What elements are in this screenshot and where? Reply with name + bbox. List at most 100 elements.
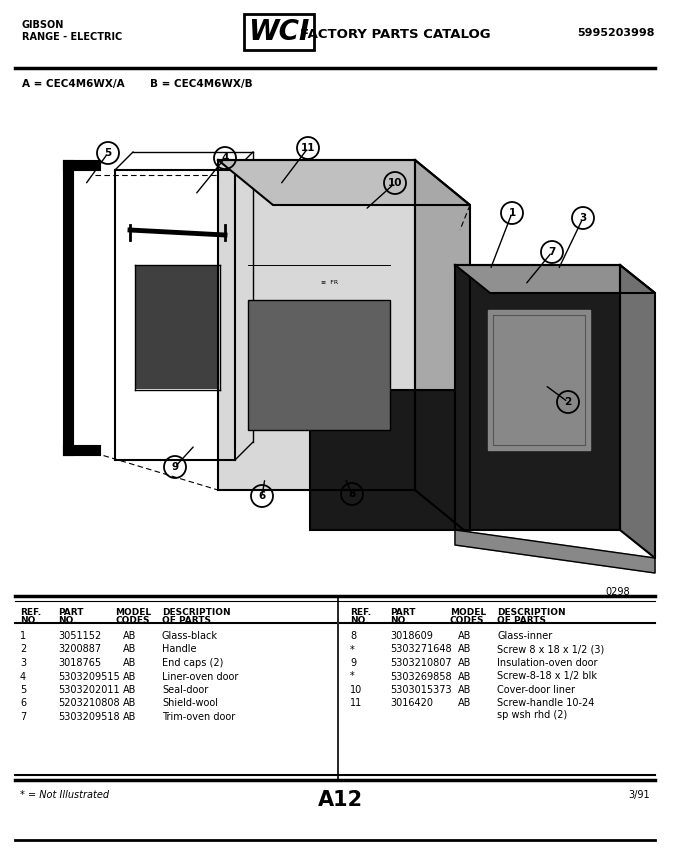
- Text: sp wsh rhd (2): sp wsh rhd (2): [497, 710, 567, 719]
- Text: 10: 10: [350, 685, 362, 695]
- Text: 3018765: 3018765: [58, 658, 101, 668]
- Text: NO.: NO.: [20, 616, 39, 625]
- Text: FACTORY PARTS CATALOG: FACTORY PARTS CATALOG: [300, 28, 491, 41]
- Text: 5303209515: 5303209515: [58, 672, 120, 682]
- Text: 3051152: 3051152: [58, 631, 101, 641]
- Text: Handle: Handle: [162, 644, 197, 655]
- Text: 5303269858: 5303269858: [390, 672, 452, 682]
- Text: Liner-oven door: Liner-oven door: [162, 672, 239, 682]
- Text: 5995203998: 5995203998: [577, 28, 655, 38]
- Text: AB: AB: [123, 712, 137, 722]
- Text: 5203210808: 5203210808: [58, 699, 120, 708]
- Text: 11: 11: [350, 699, 362, 708]
- Bar: [218, 160, 415, 490]
- Text: AB: AB: [458, 685, 471, 695]
- Text: 3016420: 3016420: [390, 699, 433, 708]
- Text: AB: AB: [458, 699, 471, 708]
- Text: 0298: 0298: [605, 587, 630, 597]
- Text: AB: AB: [123, 685, 137, 695]
- Bar: [488, 310, 590, 450]
- Text: Screw-handle 10-24: Screw-handle 10-24: [497, 699, 594, 708]
- Text: 3200887: 3200887: [58, 644, 101, 655]
- Text: MODEL: MODEL: [450, 608, 486, 617]
- Text: 4: 4: [20, 672, 26, 682]
- Text: 5303210807: 5303210807: [390, 658, 452, 668]
- Text: Trim-oven door: Trim-oven door: [162, 712, 235, 722]
- Text: CODES: CODES: [450, 616, 484, 625]
- Text: 5: 5: [20, 685, 27, 695]
- Text: AB: AB: [123, 699, 137, 708]
- Text: A12: A12: [318, 790, 362, 810]
- Text: *: *: [350, 644, 355, 655]
- Text: *: *: [350, 672, 355, 682]
- Text: AB: AB: [123, 672, 137, 682]
- Text: GIBSON: GIBSON: [22, 20, 65, 30]
- Text: OF PARTS: OF PARTS: [162, 616, 211, 625]
- Text: RANGE - ELECTRIC: RANGE - ELECTRIC: [22, 32, 122, 42]
- Text: 5303015373: 5303015373: [390, 685, 452, 695]
- Text: PART: PART: [390, 608, 415, 617]
- Text: 8: 8: [350, 631, 356, 641]
- Text: Glass-black: Glass-black: [162, 631, 218, 641]
- Text: Cover-door liner: Cover-door liner: [497, 685, 575, 695]
- Text: NO.: NO.: [350, 616, 369, 625]
- Text: Screw 8 x 18 x 1/2 (3): Screw 8 x 18 x 1/2 (3): [497, 644, 605, 655]
- Text: CODES: CODES: [115, 616, 150, 625]
- Text: Seal-door: Seal-door: [162, 685, 208, 695]
- Text: PART: PART: [58, 608, 84, 617]
- Bar: [310, 390, 455, 530]
- Text: Insulation-oven door: Insulation-oven door: [497, 658, 598, 668]
- Text: 5303271648: 5303271648: [390, 644, 452, 655]
- Text: MODEL: MODEL: [115, 608, 151, 617]
- Text: AB: AB: [458, 631, 471, 641]
- Text: * = Not Illustrated: * = Not Illustrated: [20, 790, 109, 800]
- Polygon shape: [455, 265, 655, 293]
- Text: 9: 9: [350, 658, 356, 668]
- Bar: [248, 300, 390, 430]
- Text: 3: 3: [579, 213, 587, 223]
- Text: DESCRIPTION: DESCRIPTION: [162, 608, 231, 617]
- Text: REF.: REF.: [350, 608, 371, 617]
- Text: 3/91: 3/91: [628, 790, 650, 800]
- Text: AB: AB: [458, 644, 471, 655]
- Text: Screw-8-18 x 1/2 blk: Screw-8-18 x 1/2 blk: [497, 672, 597, 682]
- Text: 5303209518: 5303209518: [58, 712, 120, 722]
- Text: Shield-wool: Shield-wool: [162, 699, 218, 708]
- Text: 1: 1: [20, 631, 26, 641]
- Text: NO.: NO.: [58, 616, 76, 625]
- Text: 10: 10: [388, 178, 403, 188]
- Text: 3: 3: [20, 658, 26, 668]
- Text: 2: 2: [564, 397, 572, 407]
- Bar: [455, 265, 620, 530]
- Text: AB: AB: [123, 631, 137, 641]
- Bar: [136, 266, 219, 389]
- Text: 7: 7: [20, 712, 27, 722]
- Text: OF PARTS: OF PARTS: [497, 616, 546, 625]
- Polygon shape: [218, 160, 470, 205]
- Text: 6: 6: [258, 491, 266, 501]
- Text: AB: AB: [123, 644, 137, 655]
- Text: NO.: NO.: [390, 616, 409, 625]
- Text: WCI: WCI: [248, 18, 309, 46]
- Text: 9: 9: [171, 462, 179, 472]
- Text: 1: 1: [509, 208, 515, 218]
- Text: A = CEC4M6WX/A: A = CEC4M6WX/A: [22, 79, 124, 89]
- Text: 11: 11: [301, 143, 316, 153]
- Text: End caps (2): End caps (2): [162, 658, 223, 668]
- Text: 8: 8: [348, 489, 356, 499]
- Text: 5303202011: 5303202011: [58, 685, 120, 695]
- Text: 3018609: 3018609: [390, 631, 433, 641]
- Polygon shape: [620, 265, 655, 558]
- Text: ≡  FR: ≡ FR: [322, 280, 339, 284]
- Text: DESCRIPTION: DESCRIPTION: [497, 608, 566, 617]
- Text: AB: AB: [123, 658, 137, 668]
- Text: 2: 2: [20, 644, 27, 655]
- Polygon shape: [455, 530, 655, 573]
- Text: 7: 7: [548, 247, 556, 257]
- Text: AB: AB: [458, 658, 471, 668]
- Text: 4: 4: [221, 153, 228, 163]
- Text: Glass-inner: Glass-inner: [497, 631, 552, 641]
- Text: REF.: REF.: [20, 608, 41, 617]
- Text: B = CEC4M6WX/B: B = CEC4M6WX/B: [150, 79, 253, 89]
- Text: 5: 5: [104, 148, 112, 158]
